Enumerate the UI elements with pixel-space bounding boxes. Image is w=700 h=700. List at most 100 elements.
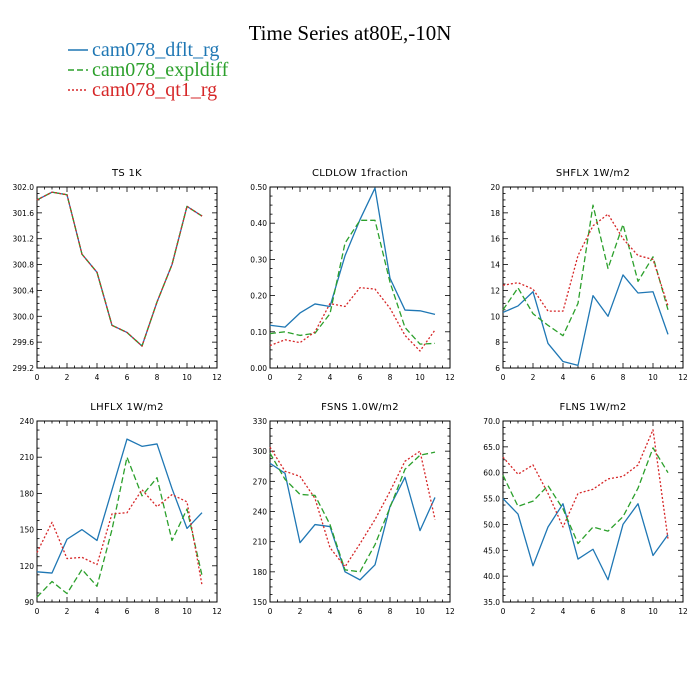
legend: cam078_dflt_rgcam078_expldiffcam078_qt1_… xyxy=(68,39,229,101)
y-tick-label: 150 xyxy=(253,598,268,607)
y-tick-label: 0.50 xyxy=(250,183,267,192)
figure-title: Time Series at80E,-10N xyxy=(249,21,452,45)
y-tick-label: 16 xyxy=(490,235,500,244)
y-tick-label: 150 xyxy=(20,526,35,535)
series-line-1 xyxy=(36,191,203,347)
x-tick-label: 8 xyxy=(388,373,393,382)
legend-entry-1: cam078_expldiff xyxy=(92,59,229,81)
x-tick-label: 6 xyxy=(358,607,363,616)
series-line-1 xyxy=(502,447,669,545)
series-line-0 xyxy=(502,274,669,367)
x-tick-label: 10 xyxy=(415,607,425,616)
series-line-2 xyxy=(502,213,669,312)
y-tick-label: 8 xyxy=(495,338,500,347)
series-line-2 xyxy=(36,489,203,586)
y-tick-label: 20 xyxy=(490,183,500,192)
x-tick-label: 2 xyxy=(65,607,70,616)
panel-1: CLDLOW 1fraction 0 2 4 6 8 10 12 0.00 0.10 0.20 0.3… xyxy=(250,168,455,382)
panel-2: SHFLX 1W/m2 0 2 4 6 8 10 12 6 8 10 12 14 16 18 20 xyxy=(490,168,688,382)
x-tick-label: 4 xyxy=(328,373,333,382)
y-tick-label: 300.4 xyxy=(13,286,35,295)
y-tick-label: 210 xyxy=(20,453,35,462)
panel-title-0: TS 1K xyxy=(111,168,142,179)
series-line-0 xyxy=(502,498,669,581)
x-tick-label: 0 xyxy=(501,373,506,382)
plot-area-1 xyxy=(269,186,451,369)
y-tick-label: 65.0 xyxy=(483,443,500,452)
panel-3: LHFLX 1W/m2 0 2 4 6 8 10 12 90 120 150 180 210 240 xyxy=(20,402,222,616)
legend-entry-2: cam078_qt1_rg xyxy=(92,79,217,101)
x-tick-label: 0 xyxy=(268,373,273,382)
x-tick-label: 10 xyxy=(648,607,658,616)
x-tick-label: 4 xyxy=(561,373,566,382)
y-tick-label: 300.0 xyxy=(13,312,35,321)
x-tick-label: 4 xyxy=(95,607,100,616)
y-tick-label: 14 xyxy=(490,261,500,270)
y-tick-label: 180 xyxy=(253,568,268,577)
y-tick-label: 18 xyxy=(490,209,500,218)
y-tick-label: 6 xyxy=(495,364,500,373)
x-tick-label: 8 xyxy=(155,373,160,382)
series-line-1 xyxy=(502,204,669,337)
x-tick-label: 6 xyxy=(125,373,130,382)
plot-area-5 xyxy=(502,420,684,603)
plot-area-0 xyxy=(36,186,218,369)
y-tick-label: 301.2 xyxy=(13,235,35,244)
series-line-2 xyxy=(502,429,669,539)
panel-title-5: FLNS 1W/m2 xyxy=(559,402,626,413)
x-tick-label: 8 xyxy=(621,373,626,382)
x-tick-label: 6 xyxy=(358,373,363,382)
y-tick-label: 300 xyxy=(253,447,268,456)
y-tick-label: 35.0 xyxy=(483,598,500,607)
x-tick-label: 12 xyxy=(212,607,222,616)
series-line-1 xyxy=(36,456,203,598)
y-tick-label: 70.0 xyxy=(483,417,500,426)
x-tick-label: 8 xyxy=(155,607,160,616)
x-tick-label: 4 xyxy=(328,607,333,616)
panel-5: FLNS 1W/m2 0 2 4 6 8 10 12 35.0 40.0 45.0 50.0 55.0 6… xyxy=(483,402,688,616)
series-line-2 xyxy=(36,191,203,347)
series-line-0 xyxy=(36,438,203,574)
y-tick-label: 10 xyxy=(490,312,500,321)
x-tick-label: 12 xyxy=(445,607,455,616)
y-tick-label: 0.10 xyxy=(250,328,267,337)
x-tick-label: 2 xyxy=(298,373,303,382)
y-tick-label: 240 xyxy=(20,417,35,426)
y-tick-label: 0.20 xyxy=(250,292,267,301)
y-tick-label: 40.0 xyxy=(483,572,500,581)
y-tick-label: 0.40 xyxy=(250,219,267,228)
x-tick-label: 2 xyxy=(531,607,536,616)
panel-4: FSNS 1.0W/m2 0 2 4 6 8 10 12 150 180 210 240 270 300 3… xyxy=(253,402,455,616)
y-tick-label: 120 xyxy=(20,562,35,571)
x-tick-label: 0 xyxy=(501,607,506,616)
x-tick-label: 0 xyxy=(35,607,40,616)
x-tick-label: 12 xyxy=(445,373,455,382)
y-tick-label: 0.30 xyxy=(250,255,267,264)
y-tick-label: 60.0 xyxy=(483,469,500,478)
x-tick-label: 10 xyxy=(648,373,658,382)
x-tick-label: 12 xyxy=(678,607,688,616)
panel-0: TS 1K 0 2 4 6 8 10 12 299.2 299.6 300.0 300.4 300.8 3… xyxy=(13,168,222,382)
legend-entry-0: cam078_dflt_rg xyxy=(92,39,219,61)
series-line-2 xyxy=(269,286,436,352)
x-tick-label: 8 xyxy=(621,607,626,616)
x-tick-label: 0 xyxy=(268,607,273,616)
series-line-2 xyxy=(269,446,436,568)
y-tick-label: 0.00 xyxy=(250,364,267,373)
series-line-1 xyxy=(269,451,436,573)
plot-area-3 xyxy=(36,420,218,603)
panel-title-2: SHFLX 1W/m2 xyxy=(556,168,630,179)
y-tick-label: 90 xyxy=(24,598,34,607)
x-tick-label: 10 xyxy=(182,373,192,382)
x-tick-label: 10 xyxy=(415,373,425,382)
y-tick-label: 270 xyxy=(253,477,268,486)
panel-title-1: CLDLOW 1fraction xyxy=(312,168,408,179)
x-tick-label: 4 xyxy=(95,373,100,382)
y-tick-label: 301.6 xyxy=(13,209,35,218)
x-tick-label: 10 xyxy=(182,607,192,616)
series-line-0 xyxy=(269,187,436,328)
x-tick-label: 8 xyxy=(388,607,393,616)
x-tick-label: 6 xyxy=(125,607,130,616)
y-tick-label: 330 xyxy=(253,417,268,426)
series-line-0 xyxy=(269,462,436,581)
